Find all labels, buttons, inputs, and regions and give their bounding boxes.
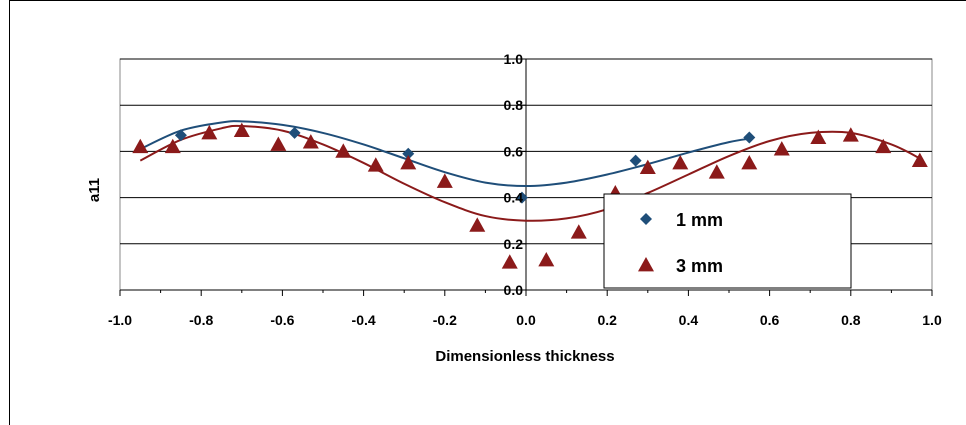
y-tick-label-3: 0.6	[504, 143, 524, 159]
point-3-mm-7	[367, 157, 384, 172]
x-tick-label-0: -1.0	[108, 312, 132, 328]
y-tick-label-0: 0.0	[504, 282, 524, 298]
point-3-mm-8	[400, 154, 417, 170]
data-markers	[132, 122, 928, 269]
point-1-mm-1	[288, 126, 301, 139]
point-3-mm-13	[570, 224, 587, 239]
x-tick-label-8: 0.6	[760, 312, 780, 328]
x-tick-label-4: -0.2	[433, 312, 457, 328]
point-3-mm-2	[201, 124, 218, 140]
point-3-mm-15	[639, 159, 656, 174]
point-3-mm-12	[538, 251, 555, 267]
x-tick-label-1: -0.8	[189, 312, 213, 328]
fit-curve-1-mm	[139, 120, 750, 188]
point-3-mm-20	[810, 129, 827, 144]
y-tick-label-5: 1.0	[504, 51, 524, 67]
fit-curve-3-mm	[139, 124, 921, 222]
point-3-mm-1	[164, 138, 181, 154]
x-tick-label-3: -0.4	[352, 312, 376, 328]
legend-label-1-mm: 1 mm	[676, 210, 723, 230]
point-1-mm-5	[743, 131, 756, 144]
point-3-mm-23	[911, 152, 928, 168]
point-3-mm-3	[233, 122, 250, 138]
point-1-mm-4	[629, 154, 642, 167]
point-3-mm-6	[335, 143, 352, 158]
legend-marker-1-mm	[640, 213, 652, 225]
point-3-mm-9	[436, 173, 453, 188]
point-3-mm-11	[501, 254, 518, 269]
x-tick-label-9: 0.8	[841, 312, 861, 328]
point-1-mm-2	[402, 147, 415, 160]
legend-box	[603, 193, 852, 289]
point-3-mm-19	[773, 141, 790, 156]
point-3-mm-18	[741, 154, 758, 170]
point-3-mm-0	[132, 138, 149, 154]
point-3-mm-17	[708, 164, 725, 179]
fit-curves	[139, 120, 921, 222]
x-tick-label-5: 0.0	[516, 312, 536, 328]
x-tick-label-6: 0.2	[597, 312, 617, 328]
point-3-mm-10	[469, 217, 486, 232]
x-tick-label-10: 1.0	[922, 312, 942, 328]
y-tick-label-2: 0.4	[504, 190, 524, 206]
point-3-mm-5	[302, 134, 319, 149]
y-axis-title: a11	[86, 178, 103, 202]
point-3-mm-4	[270, 136, 287, 151]
y-tick-label-1: 0.2	[504, 236, 524, 252]
point-1-mm-3	[515, 191, 528, 204]
legend-label-3-mm: 3 mm	[676, 256, 723, 276]
x-axis-title: Dimensionless thickness	[435, 348, 614, 365]
tick-labels: -1.0 -0.8 -0.6 -0.4 -0.2 0.0 0.2 0.4 0.6 0.8 1.0 0.…	[108, 51, 942, 328]
y-tick-label-4: 0.8	[504, 97, 524, 113]
x-tick-label-7: 0.4	[679, 312, 699, 328]
legend-marker-3-mm	[638, 257, 654, 272]
point-3-mm-16	[672, 154, 689, 170]
point-3-mm-21	[842, 127, 859, 142]
legend: 1 mm 3 mm	[603, 193, 852, 289]
point-1-mm-0	[174, 129, 187, 142]
x-tick-label-2: -0.6	[270, 312, 294, 328]
point-3-mm-22	[875, 138, 892, 154]
